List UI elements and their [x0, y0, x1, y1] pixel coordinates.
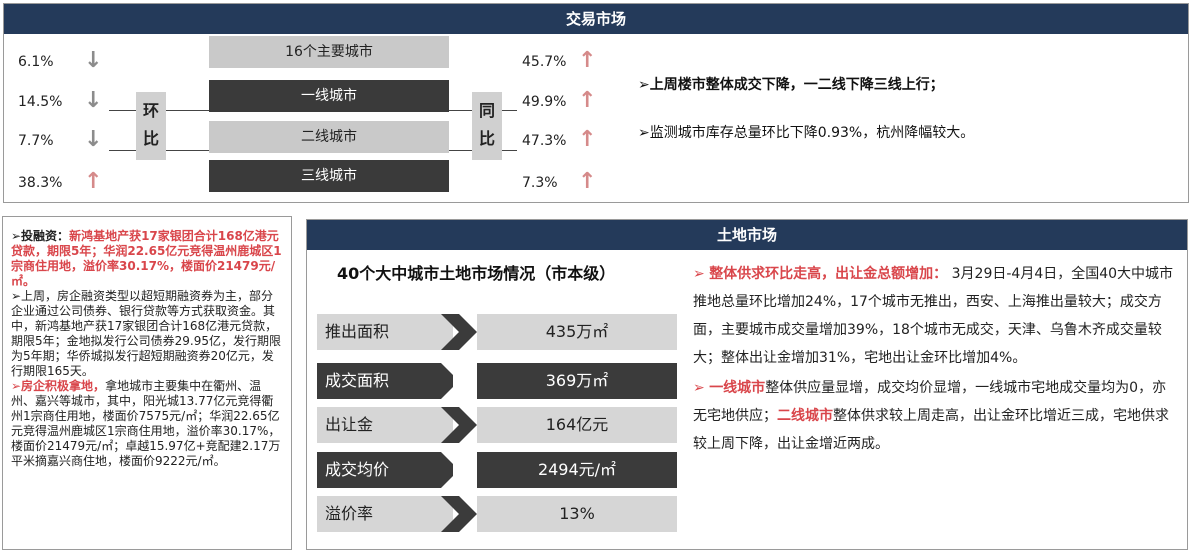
land-text: 整体供求较上周走高，出让金环比增近三成，宅地供求较上周下降，出让金增近两成。 [693, 408, 1169, 452]
land-para-2: ➢ 一线城市整体供应量显增，成交均价显增，一线城市宅地成交量均为0，亦无宅地供应… [693, 374, 1177, 458]
land-para-1: ➢ 整体供求环比走高，出让金总额增加： 3月29日-4月4日，全国40大中城市推… [693, 260, 1177, 372]
metric-row: 成交均价 2494元/㎡ [317, 452, 677, 488]
finance-text: 拿地城市主要集中在衢州、温州、嘉兴等城市，其中，阳光城13.77亿元竞得衢州1宗… [11, 379, 281, 468]
finance-highlight: 新鸿基地产获17家银团合计168亿港元贷款，期限5年；华润22.65亿元竞得温州… [11, 229, 282, 288]
arrow-up-icon: ↑ [578, 48, 597, 73]
arrow-up-icon: ↑ [84, 169, 103, 194]
yoy-label: 同比 [472, 92, 502, 160]
city-band: 三线城市 [209, 160, 449, 192]
land-highlight: 整体供求环比走高，出让金总额增加： [709, 266, 948, 282]
metric-value: 13% [477, 496, 677, 532]
city-band: 一线城市 [209, 80, 449, 112]
land-title: 40个大中城市土地市场情况（市本级） [337, 264, 616, 283]
arrow-up-icon: ↑ [578, 127, 597, 152]
land-bullet: ➢ [693, 380, 705, 396]
land-highlight: 一线城市 [709, 380, 766, 396]
metric-row: 出让金 164亿元 [317, 407, 677, 443]
market-summary-2: ➢监测城市库存总量环比下降0.93%，杭州降幅较大。 [638, 125, 975, 141]
yoy-value: 49.9% [522, 94, 567, 110]
city-band: 二线城市 [209, 121, 449, 153]
land-text: 整体供应量显增，成交均价显增，一线城市宅地成交量均为0，亦无宅地供应； [693, 380, 1167, 424]
metric-value: 369万㎡ [477, 363, 677, 399]
land-commentary: ➢ 整体供求环比走高，出让金总额增加： 3月29日-4月4日，全国40大中城市推… [693, 260, 1177, 458]
mom-value: 14.5% [18, 94, 63, 110]
metric-value: 2494元/㎡ [477, 452, 677, 488]
arrow-up-icon: ↑ [578, 169, 597, 194]
finance-para-1: ➢投融资：新鸿基地产获17家银团合计168亿港元贷款，期限5年；华润22.65亿… [11, 229, 283, 289]
land-header: 土地市场 [307, 220, 1187, 250]
finance-panel: ➢投融资：新鸿基地产获17家银团合计168亿港元贷款，期限5年；华润22.65亿… [2, 216, 292, 550]
mom-label-text: 环比 [143, 101, 160, 148]
mom-value: 38.3% [18, 175, 63, 191]
land-panel: 土地市场 40个大中城市土地市场情况（市本级） 推出面积 435万㎡ 成交面积 … [306, 219, 1188, 550]
metric-label: 成交均价 [317, 452, 453, 488]
yoy-value: 7.3% [522, 175, 558, 191]
chevron-right-icon [441, 496, 477, 532]
city-band: 16个主要城市 [209, 36, 449, 68]
metric-label: 推出面积 [317, 314, 453, 350]
arrow-down-icon: ↓ [84, 48, 103, 73]
metric-row: 溢价率 13% [317, 496, 677, 532]
land-highlight: 二线城市 [777, 408, 833, 424]
chevron-right-icon [441, 314, 477, 350]
metric-value: 435万㎡ [477, 314, 677, 350]
market-panel: 交易市场 6.1% ↓ 16个主要城市 45.7% ↑ 14.5% ↓ 一线城市… [3, 3, 1189, 203]
land-text: 3月29日-4月4日，全国40大中城市推地总量环比增加24%，17个城市无推出，… [693, 266, 1174, 366]
finance-para-3: ➢房企积极拿地，拿地城市主要集中在衢州、温州、嘉兴等城市，其中，阳光城13.77… [11, 379, 283, 469]
chevron-right-icon [441, 407, 477, 443]
finance-para-2: ➢上周，房企融资类型以超短期融资券为主，部分企业通过公司债券、银行贷款等方式获取… [11, 289, 281, 378]
market-header: 交易市场 [4, 4, 1188, 34]
yoy-label-text: 同比 [479, 101, 496, 148]
mom-value: 6.1% [18, 54, 54, 70]
chevron-right-icon [441, 452, 477, 488]
metric-value: 164亿元 [477, 407, 677, 443]
yoy-value: 45.7% [522, 54, 567, 70]
mom-value: 7.7% [18, 133, 54, 149]
metric-row: 推出面积 435万㎡ [317, 314, 677, 350]
metric-row: 成交面积 369万㎡ [317, 363, 677, 399]
metric-label: 出让金 [317, 407, 453, 443]
mom-label: 环比 [136, 92, 166, 160]
arrow-down-icon: ↓ [84, 88, 103, 113]
metric-label: 成交面积 [317, 363, 453, 399]
yoy-value: 47.3% [522, 133, 567, 149]
market-summary-1: ➢上周楼市整体成交下降，一二线下降三线上行； [638, 77, 944, 93]
arrow-up-icon: ↑ [578, 88, 597, 113]
metric-label: 溢价率 [317, 496, 453, 532]
finance-bullet: ➢投融资： [11, 229, 70, 243]
finance-highlight: ➢房企积极拿地， [11, 379, 106, 393]
arrow-down-icon: ↓ [84, 127, 103, 152]
chevron-right-icon [441, 363, 477, 399]
land-bullet: ➢ [693, 266, 705, 282]
